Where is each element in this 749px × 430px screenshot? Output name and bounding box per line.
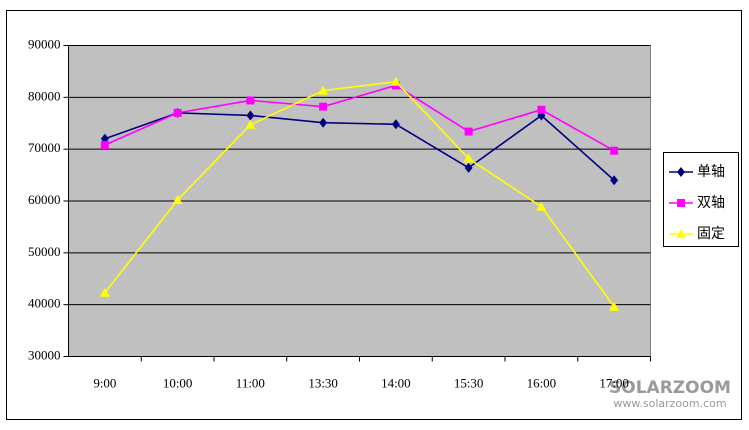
x-tick-label: 16:00 (527, 375, 557, 390)
marker (319, 102, 328, 111)
x-tick-label: 14:00 (381, 375, 411, 390)
watermark-logo: SOLARZOOM (609, 378, 731, 398)
marker (463, 153, 474, 163)
watermark-url: www.solarzoom.com (613, 397, 726, 410)
marker (677, 199, 685, 207)
legend-label: 双轴 (697, 195, 725, 211)
y-tick-label: 80000 (28, 88, 61, 103)
marker (610, 146, 619, 155)
marker (173, 108, 182, 117)
y-tick-label: 70000 (28, 140, 61, 155)
marker (610, 175, 619, 186)
legend-label: 单轴 (697, 164, 725, 180)
marker (676, 229, 686, 238)
series-group (99, 76, 620, 311)
marker (99, 287, 110, 297)
series-line (104, 84, 615, 152)
series-line (104, 112, 615, 181)
marker (318, 85, 329, 95)
marker (100, 141, 109, 150)
marker (677, 167, 685, 177)
y-tick-label: 60000 (28, 192, 61, 207)
marker (246, 96, 255, 105)
series-line (104, 80, 615, 308)
x-tick-label: 9:00 (93, 375, 116, 390)
legend-box (663, 152, 739, 247)
x-tick-label: 11:00 (236, 375, 265, 390)
x-tick-label: 15:30 (454, 375, 484, 390)
marker (464, 127, 473, 136)
marker (390, 76, 401, 86)
marker (391, 119, 400, 130)
marker (536, 201, 547, 211)
y-tick-label: 90000 (28, 36, 61, 51)
legend-label: 固定 (697, 226, 725, 242)
marker (245, 119, 256, 129)
marker (609, 301, 620, 311)
x-tick-label: 10:00 (163, 375, 193, 390)
marker (246, 110, 255, 121)
marker (319, 117, 328, 128)
marker (172, 194, 183, 204)
marker (537, 105, 546, 114)
y-tick-label: 30000 (28, 347, 61, 362)
y-tick-label: 40000 (28, 296, 61, 311)
x-tick-label: 13:30 (308, 375, 338, 390)
x-tick-label: 17:00 (599, 375, 629, 390)
marker (464, 162, 473, 173)
grid (63, 45, 651, 362)
y-tick-label: 50000 (28, 244, 61, 259)
